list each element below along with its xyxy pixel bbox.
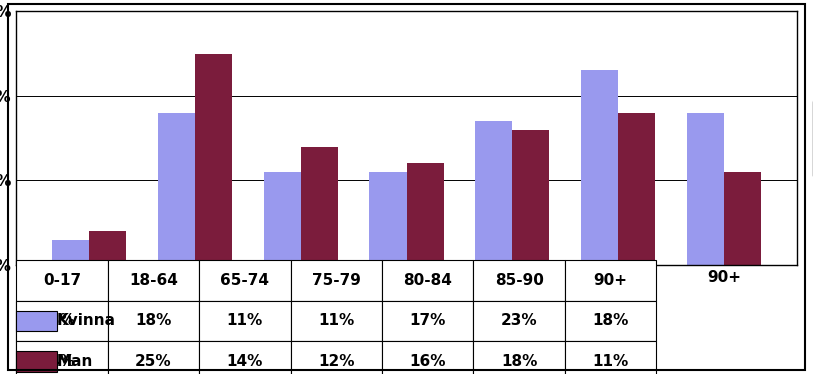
Bar [369,172,406,265]
Bar [263,172,301,265]
Bar [512,130,550,265]
Bar [476,121,512,265]
Bar [194,53,232,265]
Bar [158,113,194,265]
Text: Kvinna: Kvinna [57,313,116,328]
Bar [581,70,619,265]
Text: Man: Man [57,354,93,369]
Bar [687,113,724,265]
Bar [52,240,89,265]
Bar [89,231,126,265]
Bar [619,113,655,265]
Bar [301,147,337,265]
Bar [724,172,761,265]
Bar [406,163,444,265]
